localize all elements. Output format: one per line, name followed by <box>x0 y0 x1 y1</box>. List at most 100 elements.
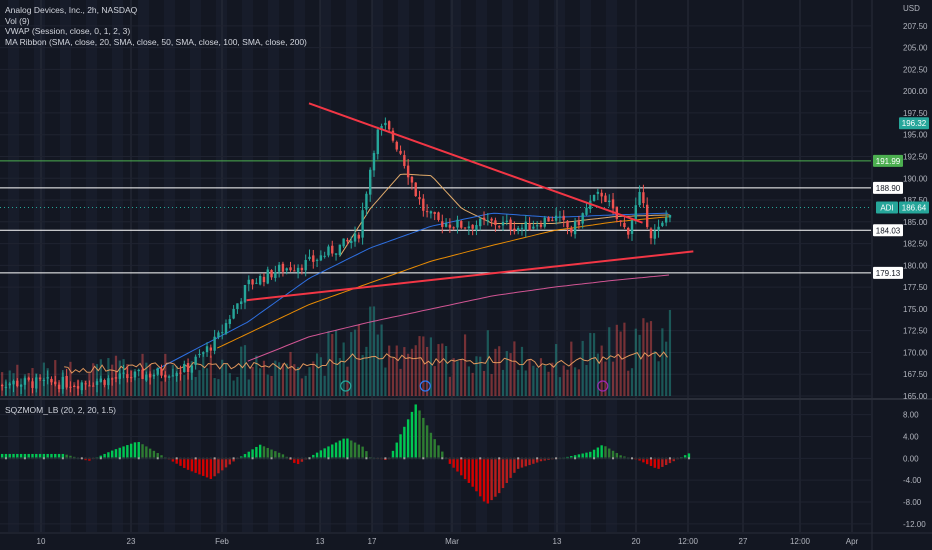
candle-body <box>573 221 577 235</box>
candle-body <box>387 121 391 130</box>
squeeze-dot <box>84 457 87 460</box>
candle-body <box>649 228 653 239</box>
momentum-bar <box>221 458 224 471</box>
momentum-bar <box>672 458 675 462</box>
price-badge-label: 186.64 <box>902 204 927 213</box>
squeeze-dot <box>99 457 102 460</box>
candle-body <box>486 220 490 222</box>
volume-bar <box>668 309 672 396</box>
momentum-bar <box>255 446 258 459</box>
squeeze-dot <box>543 457 546 460</box>
squeeze-dot <box>247 457 250 460</box>
squeeze-dot <box>391 457 394 460</box>
momentum-bar <box>12 453 15 459</box>
y-tick-label: 185.00 <box>903 218 928 227</box>
volume-bar <box>130 369 133 396</box>
momentum-bar <box>395 442 398 459</box>
squeeze-dot <box>316 457 319 460</box>
candle-body <box>266 269 269 284</box>
squeeze-dot <box>297 457 300 460</box>
momentum-bar <box>274 451 277 459</box>
x-tick-label: 13 <box>316 537 325 546</box>
vol-legend[interactable]: Vol (9) <box>5 15 30 26</box>
candlestick-series <box>0 117 672 396</box>
volume-bar <box>592 333 596 396</box>
time-axis[interactable]: 10 23 Feb 13 17 Mar 13 20 12:00 27 12:00 Apr <box>37 537 859 546</box>
squeeze-dot <box>562 457 565 460</box>
volume-bar <box>213 378 216 396</box>
price-axis[interactable]: 207.50 205.00 202.50 200.00 197.50 195.00 192.… <box>903 4 928 529</box>
volume-bar <box>475 356 478 396</box>
momentum-bar <box>573 455 577 459</box>
candle-body <box>350 240 353 244</box>
volume-bar <box>38 378 42 396</box>
squeeze-dot <box>54 457 57 460</box>
candle-body <box>239 301 243 305</box>
volume-bar <box>665 341 668 396</box>
trendlines[interactable] <box>246 102 694 302</box>
squeeze-dot <box>331 457 334 460</box>
volume-bar <box>441 343 444 396</box>
candle-body <box>452 227 455 229</box>
momentum-bar <box>171 458 175 462</box>
candle-body <box>577 221 581 226</box>
horizontal-levels[interactable] <box>0 160 871 274</box>
momentum-bar <box>399 434 402 459</box>
event-markers[interactable] <box>340 380 609 392</box>
squeeze-dot <box>627 457 630 460</box>
candle-body <box>342 238 345 247</box>
session-shade <box>190 0 201 532</box>
squeeze-dot <box>122 457 125 460</box>
volume-bar <box>243 345 247 396</box>
volume-bar <box>297 366 300 396</box>
squeeze-dot <box>209 457 212 460</box>
volume-bar <box>539 358 543 396</box>
indicator-legend[interactable]: SQZMOM_LB (20, 2, 20, 1.5) <box>5 405 117 415</box>
squeeze-dot <box>634 457 637 460</box>
candle-body <box>312 255 315 262</box>
y-tick-label: 0.00 <box>903 454 919 463</box>
candle-body <box>365 193 368 210</box>
x-tick-label: 27 <box>739 537 748 546</box>
volume-bar <box>615 324 618 396</box>
candle-body <box>103 380 106 385</box>
candle-body <box>547 217 550 222</box>
candle-body <box>27 377 30 380</box>
vwap-legend[interactable]: VWAP (Session, close, 0, 1, 2, 3) <box>5 26 131 36</box>
volume-bar <box>452 358 455 396</box>
momentum-bar <box>16 453 19 459</box>
price-level-badge <box>873 266 903 279</box>
squeeze-dot <box>486 457 489 460</box>
volume-bar <box>513 341 516 396</box>
volume-bar <box>520 346 524 396</box>
squeeze-dot <box>460 457 463 460</box>
volume-bar <box>103 382 106 396</box>
ma-ribbon-legend[interactable]: MA Ribbon (SMA, close, 20, SMA, close, 5… <box>5 36 307 47</box>
squeeze-dot <box>327 457 330 460</box>
squeeze-dot <box>145 457 148 460</box>
volume-bar <box>160 381 163 396</box>
volume-bar <box>463 334 467 396</box>
squeeze-dot <box>445 457 448 460</box>
squeeze-dot <box>498 457 501 460</box>
volume-bar <box>460 358 463 396</box>
momentum-bar <box>323 448 326 459</box>
squeeze-dot <box>107 457 110 460</box>
candle-body <box>160 368 163 376</box>
price-level-badge <box>873 181 903 194</box>
squeeze-dot <box>179 457 182 460</box>
candle-body <box>581 213 584 224</box>
volume-bar <box>137 377 140 396</box>
ma100-line <box>216 216 669 349</box>
momentum-bar <box>604 446 607 459</box>
symbol-title[interactable]: Analog Devices, Inc., 2h, NASDAQ <box>5 5 138 15</box>
squeeze-dot <box>39 457 42 460</box>
squeeze-dot <box>615 457 618 460</box>
squeeze-dot <box>494 457 497 460</box>
volume-bar <box>376 334 379 396</box>
session-shade <box>34 0 45 532</box>
squeeze-dot <box>202 457 205 460</box>
momentum-bar <box>596 447 600 459</box>
squeeze-dot <box>505 457 508 460</box>
